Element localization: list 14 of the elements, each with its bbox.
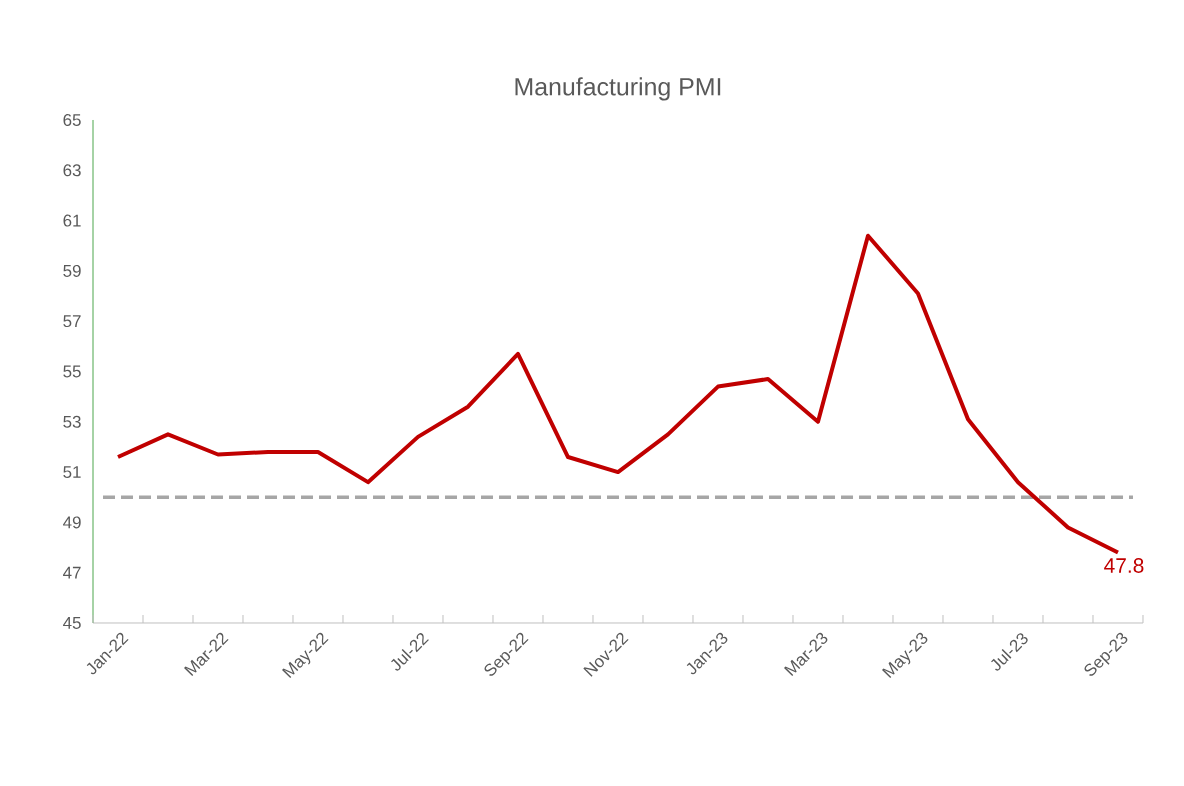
chart-title: Manufacturing PMI <box>515 77 721 101</box>
y-tick-label: 57 <box>63 315 81 328</box>
y-tick-label: 53 <box>63 415 81 428</box>
y-tick-label: 59 <box>63 264 81 277</box>
y-tick-label: 63 <box>63 164 81 177</box>
line-series <box>116 233 1120 555</box>
y-tick-label: 47 <box>63 566 81 579</box>
y-tick-label: 61 <box>63 214 81 227</box>
y-tick-label: 55 <box>63 365 81 378</box>
y-tick-label: 65 <box>63 114 81 126</box>
y-tick-label: 45 <box>63 617 81 629</box>
data-label: 47.8 <box>1104 558 1144 573</box>
y-tick-label: 49 <box>63 516 81 529</box>
y-tick-label: 51 <box>63 466 81 479</box>
